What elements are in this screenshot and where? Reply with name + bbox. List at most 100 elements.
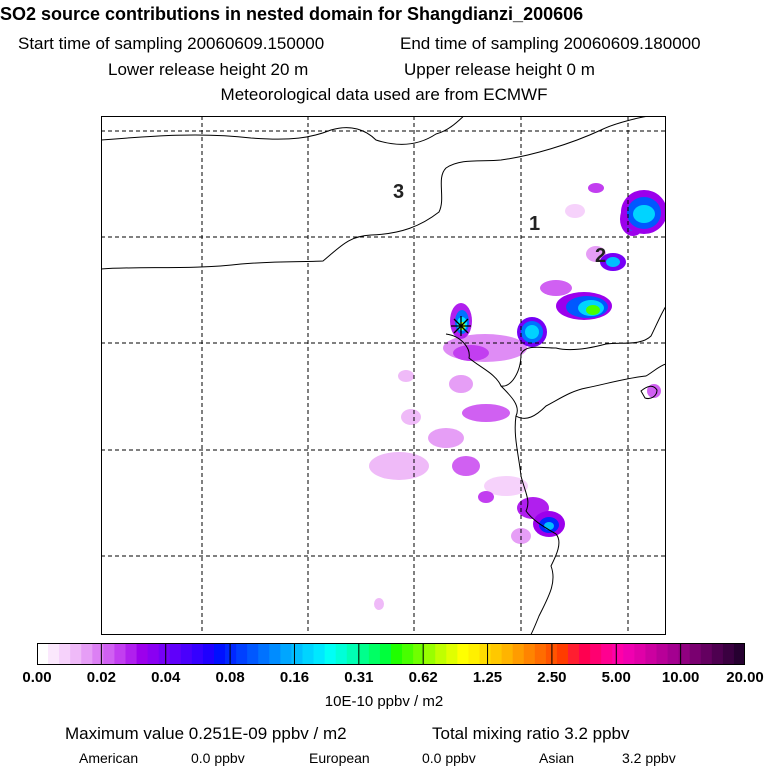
end-time-label: End time of sampling 20060609.180000 bbox=[400, 34, 701, 53]
colorbar-cell bbox=[103, 643, 115, 665]
colorbar-cell bbox=[313, 643, 326, 665]
colorbar-cell bbox=[191, 643, 204, 665]
plume-core bbox=[525, 325, 539, 339]
colorbar-cell bbox=[158, 643, 171, 665]
colorbar-cell bbox=[512, 643, 525, 665]
plume-patch bbox=[398, 370, 414, 382]
grid-lines bbox=[101, 116, 666, 635]
colorbar-tick-label: 0.02 bbox=[86, 669, 116, 686]
plume-patch bbox=[565, 204, 585, 218]
colorbar-cell bbox=[48, 643, 60, 665]
colorbar-cell bbox=[70, 643, 82, 665]
colorbar-cell bbox=[37, 643, 49, 665]
colorbar-cell bbox=[645, 643, 657, 665]
plume-patch bbox=[540, 280, 572, 296]
colorbar-cell bbox=[125, 643, 137, 665]
colorbar-cell bbox=[656, 643, 668, 665]
plume-patch bbox=[588, 183, 604, 193]
colorbar-tick-label: 0.00 bbox=[22, 669, 52, 686]
receptor-marker bbox=[451, 316, 471, 336]
plume-patch bbox=[453, 345, 489, 361]
colorbar-cell bbox=[114, 643, 126, 665]
region-label-2: 2 bbox=[595, 245, 606, 267]
colorbar-tick-label: 2.50 bbox=[537, 669, 567, 686]
colorbar-cell bbox=[579, 643, 591, 665]
colorbar-tick-label: 1.25 bbox=[472, 669, 503, 686]
colorbar-cell bbox=[59, 643, 71, 665]
colorbar-cell bbox=[402, 643, 414, 665]
colorbar-tick-label: 0.31 bbox=[344, 669, 374, 686]
colorbar-cell bbox=[147, 643, 160, 665]
colorbar-cell bbox=[733, 643, 745, 665]
colorbar-cell bbox=[490, 643, 503, 665]
colorbar-cell bbox=[357, 643, 370, 665]
colorbar-cell bbox=[501, 643, 514, 665]
plume-patch bbox=[428, 428, 464, 448]
american-label: American bbox=[79, 750, 139, 766]
plume-patch bbox=[586, 246, 606, 262]
map-frame bbox=[101, 116, 666, 635]
region-label-3: 3 bbox=[393, 181, 404, 203]
colorbar-cell bbox=[446, 643, 458, 665]
colorbar-tick-label: 0.16 bbox=[279, 669, 310, 686]
colorbar-cell bbox=[700, 643, 713, 665]
colorbar-cell bbox=[457, 643, 469, 665]
colorbar-cell bbox=[568, 643, 580, 665]
colorbar-cell bbox=[258, 643, 270, 665]
colorbar-cell bbox=[678, 643, 691, 665]
map-plot-area: 3 1 2 bbox=[101, 116, 666, 635]
colorbar-cell bbox=[634, 643, 646, 665]
colorbar-cell bbox=[81, 643, 93, 665]
colorbar-cell bbox=[601, 643, 613, 665]
plume-patch bbox=[484, 476, 528, 496]
colorbar-cell bbox=[169, 643, 182, 665]
colorbar-cell bbox=[302, 643, 314, 665]
colorbar-cell bbox=[225, 643, 237, 665]
colorbar-cell bbox=[623, 643, 635, 665]
start-time-label: Start time of sampling 20060609.150000 bbox=[18, 34, 325, 53]
plume-core bbox=[606, 257, 620, 267]
colorbar-tick-label: 0.08 bbox=[215, 669, 245, 686]
upper-release-height-label: Upper release height 0 m bbox=[404, 60, 595, 79]
colorbar-cell bbox=[291, 643, 303, 665]
colorbar-tick-label: 10.00 bbox=[661, 669, 700, 686]
colorbar-cell bbox=[346, 643, 359, 665]
plume-patch bbox=[401, 409, 421, 425]
colorbar-cell bbox=[324, 643, 337, 665]
max-value-label: Maximum value 0.251E-09 ppbv / m2 bbox=[65, 724, 347, 743]
plume-core bbox=[586, 305, 600, 315]
colorbar-tick-label: 20.00 bbox=[726, 669, 764, 686]
colorbar-cell bbox=[435, 643, 447, 665]
colorbar-tick-label: 0.04 bbox=[151, 669, 181, 686]
plume-core bbox=[544, 522, 554, 530]
colorbar-cell bbox=[202, 643, 215, 665]
plume-patch bbox=[369, 452, 429, 480]
colorbar-tick-label: 5.00 bbox=[601, 669, 631, 686]
plume-patch bbox=[452, 456, 480, 476]
colorbar-cell bbox=[590, 643, 602, 665]
asian-value: 3.2 ppbv bbox=[622, 750, 676, 766]
region-label-1: 1 bbox=[529, 213, 540, 235]
total-mixing-ratio-label: Total mixing ratio 3.2 ppbv bbox=[432, 724, 630, 743]
colorbar-cell bbox=[468, 643, 480, 665]
plume-patch bbox=[374, 598, 384, 610]
colorbar-cell bbox=[391, 643, 403, 665]
colorbar-cell bbox=[92, 643, 104, 665]
colorbar-cell bbox=[379, 643, 392, 665]
plume-patch bbox=[449, 375, 473, 393]
european-label: European bbox=[309, 750, 370, 766]
colorbar-cell bbox=[711, 643, 724, 665]
colorbar-cell bbox=[667, 643, 680, 665]
asian-label: Asian bbox=[539, 750, 575, 766]
european-value: 0.0 ppbv bbox=[422, 750, 476, 766]
colorbar-cell bbox=[368, 643, 381, 665]
plume-patch bbox=[647, 384, 661, 398]
colorbar-cell bbox=[523, 643, 536, 665]
plume-core bbox=[633, 205, 655, 223]
colorbar-cell bbox=[136, 643, 149, 665]
colorbar-cell bbox=[689, 643, 702, 665]
met-data-label: Meteorological data used are from ECMWF bbox=[220, 85, 548, 104]
colorbar-cell bbox=[722, 643, 735, 665]
colorbar-cell bbox=[534, 643, 547, 665]
colorbar bbox=[37, 643, 745, 665]
